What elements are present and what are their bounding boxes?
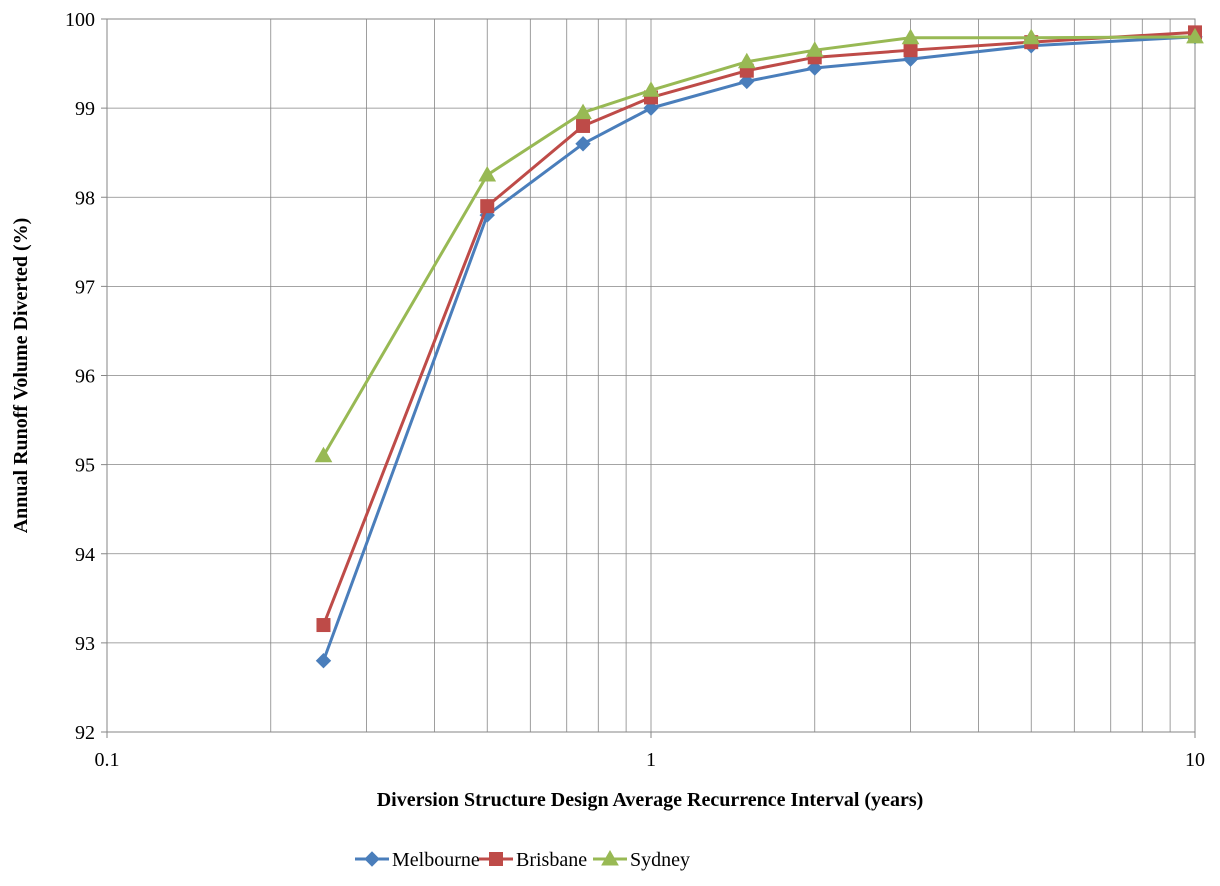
legend: Melbourne Brisbane Sydney (355, 849, 690, 871)
y-tick-label: 98 (75, 187, 95, 209)
y-tick-label: 97 (75, 276, 95, 298)
x-tick-label: 1 (646, 749, 656, 771)
legend-swatch-marker (489, 852, 503, 866)
data-point-sydney (901, 28, 920, 45)
data-point-brisbane (576, 118, 591, 133)
legend-label: Melbourne (392, 849, 480, 871)
y-axis-title: Annual Runoff Volume Diverted (%) (10, 218, 32, 534)
y-tick-label: 100 (65, 9, 95, 31)
y-tick-label: 93 (75, 633, 95, 655)
series-melbourne (315, 29, 1203, 669)
y-tick-label: 99 (75, 98, 95, 120)
data-point-brisbane (903, 43, 918, 58)
data-point-sydney (1186, 27, 1204, 44)
data-point-sydney (478, 165, 497, 182)
data-point-melbourne (807, 60, 823, 76)
x-axis-tick-labels: 0.1 1 10 (95, 732, 1205, 771)
y-axis-tick-labels: 92 93 94 95 96 97 98 99 100 (65, 9, 107, 744)
data-point-sydney (314, 446, 333, 463)
y-tick-label: 96 (75, 366, 95, 388)
data-point-melbourne (575, 136, 591, 152)
gridlines (107, 18, 1195, 733)
data-point-sydney (805, 41, 824, 57)
y-tick-label: 92 (75, 722, 95, 744)
series-line-melbourne (322, 35, 1196, 662)
data-point-brisbane (480, 199, 495, 214)
data-point-melbourne (315, 652, 332, 669)
data-point-brisbane (316, 618, 331, 633)
series-sydney (314, 27, 1204, 463)
legend-label: Sydney (630, 849, 690, 871)
legend-swatch-marker (364, 851, 380, 867)
series-brisbane (316, 25, 1202, 633)
legend-label: Brisbane (516, 849, 587, 871)
legend-item-sydney: Sydney (593, 849, 690, 871)
legend-item-brisbane: Brisbane (479, 849, 587, 871)
data-series (314, 25, 1204, 669)
data-point-sydney (737, 52, 756, 69)
data-point-sydney (1022, 28, 1041, 45)
legend-item-melbourne: Melbourne (355, 849, 480, 871)
data-point-melbourne (643, 100, 659, 116)
series-line-sydney (322, 35, 1196, 457)
data-point-sydney (574, 103, 592, 120)
legend-swatch-marker (601, 849, 619, 866)
y-tick-label: 94 (75, 544, 95, 566)
data-point-melbourne (739, 73, 755, 90)
y-tick-label: 95 (75, 455, 95, 477)
x-tick-label: 10 (1185, 749, 1205, 771)
x-axis-title: Diversion Structure Design Average Recur… (377, 789, 924, 811)
series-line-brisbane (322, 30, 1196, 626)
x-tick-label: 0.1 (95, 749, 120, 771)
data-point-sydney (642, 81, 660, 97)
